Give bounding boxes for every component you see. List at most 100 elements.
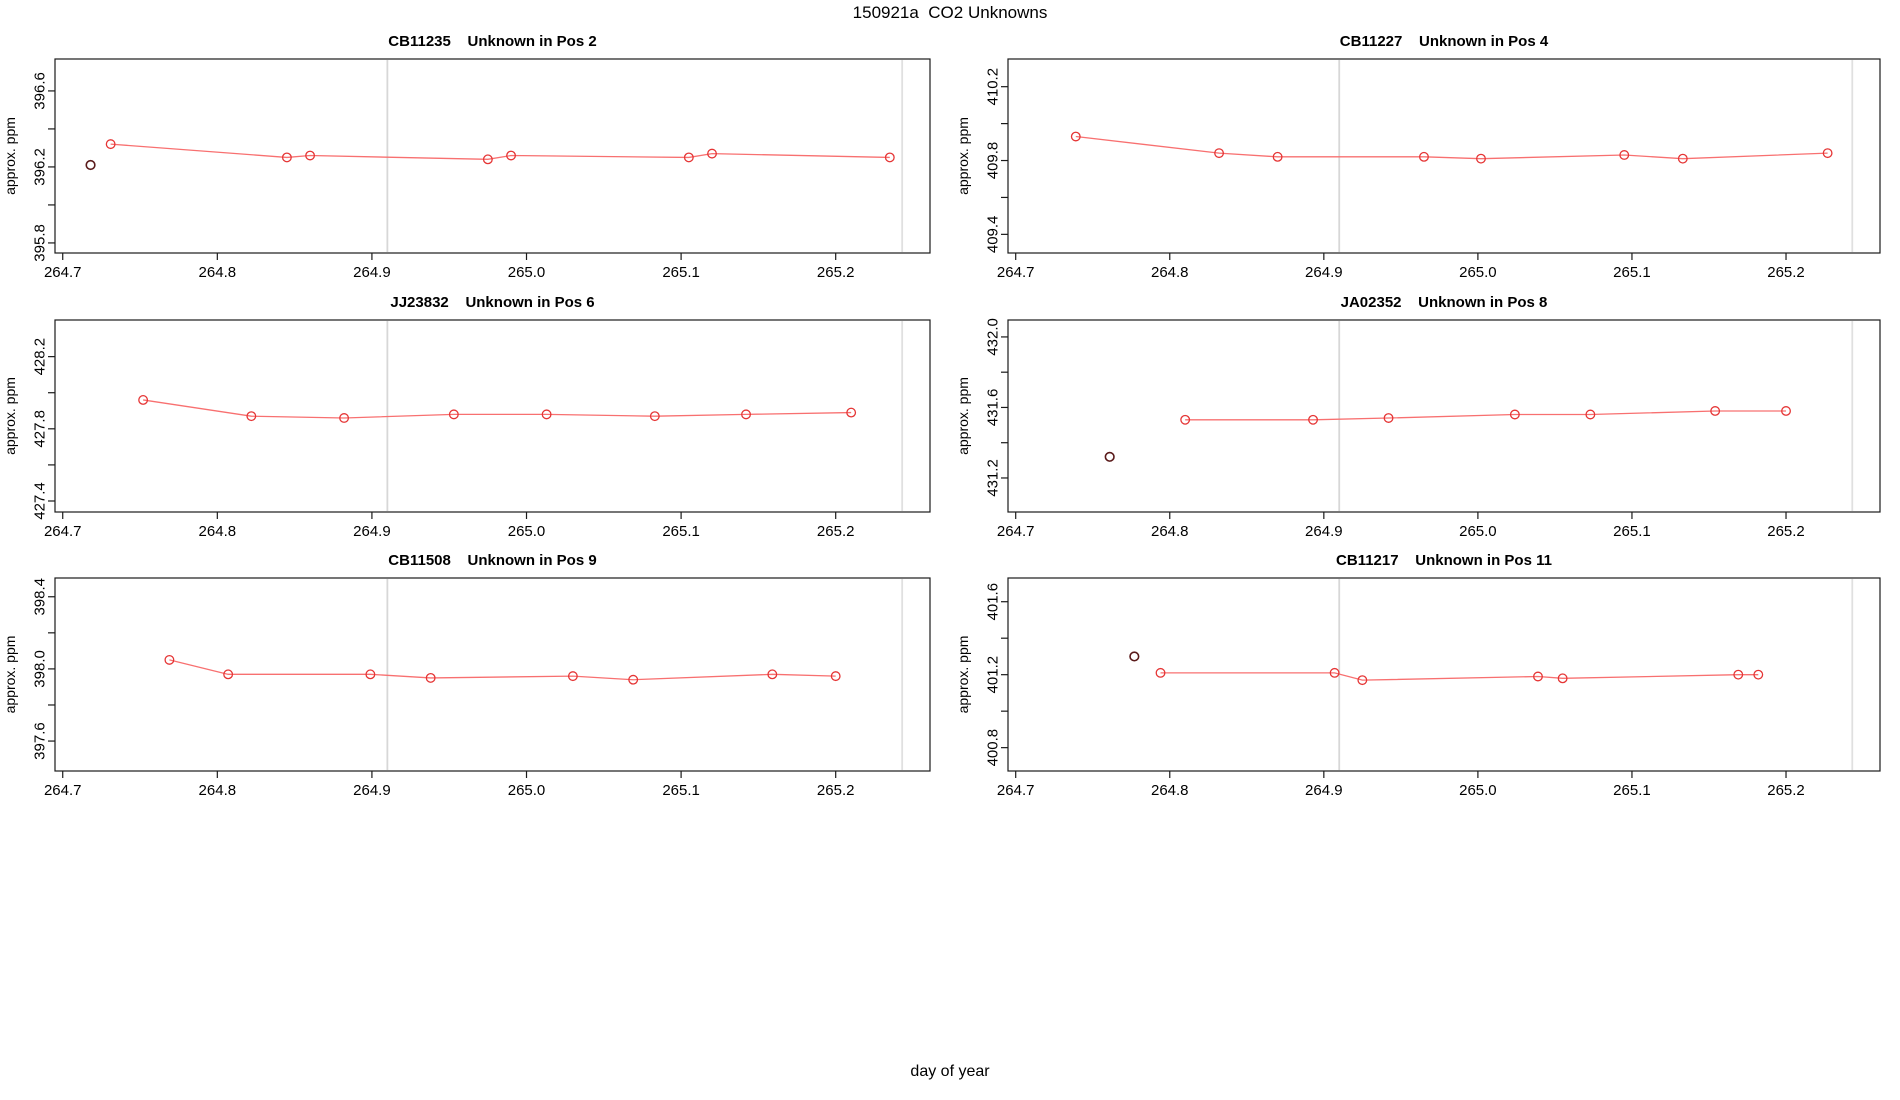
y-tick-label: 401.2 <box>985 656 1002 694</box>
data-point <box>541 409 552 420</box>
data-point <box>683 152 694 163</box>
x-tick-label: 265.1 <box>1613 523 1651 540</box>
data-point <box>649 411 660 422</box>
main-title: 150921a CO2 Unknowns <box>852 3 1048 22</box>
data-point <box>1781 406 1791 416</box>
data-point <box>105 139 116 150</box>
x-tick-label: 264.8 <box>1151 264 1189 281</box>
y-axis-label: approx. ppm <box>2 636 18 714</box>
x-tick-label: 265.0 <box>508 782 546 799</box>
data-point <box>1476 153 1486 164</box>
data-point <box>1214 148 1225 159</box>
y-tick-label: 395.8 <box>32 224 49 262</box>
outlier-point <box>1104 451 1115 462</box>
plot-box <box>1007 58 1881 254</box>
data-point <box>741 409 751 420</box>
data-point <box>1533 671 1543 682</box>
plot-CB11227: 264.7 264.8 264.9 265.0 265.1 265.2 409.4 409.8… <box>955 58 1881 281</box>
series-line <box>1160 672 1759 681</box>
panel-CB11508: CB11508 Unknown in Pos 9 264.7 264.8 264.9 2… <box>0 550 946 821</box>
y-tick-label: 432.0 <box>985 318 1002 356</box>
y-tick-label: 427.8 <box>32 410 49 448</box>
outlier-point <box>85 159 96 171</box>
x-tick-label: 264.8 <box>1151 523 1189 540</box>
series-line <box>169 659 836 681</box>
panel-title: CB11508 Unknown in Pos 9 <box>388 552 597 569</box>
plot-JA02352: 264.7 264.8 264.9 265.0 265.1 265.2 431.2 431.6… <box>955 318 1881 540</box>
data-point <box>482 154 493 165</box>
y-tick-label: 400.8 <box>985 729 1002 767</box>
data-point <box>1383 413 1394 423</box>
y-tick-label: 409.4 <box>985 216 1002 254</box>
x-tick-label: 265.2 <box>817 782 855 799</box>
panel-title: CB11217 Unknown in Pos 11 <box>1336 552 1552 569</box>
y-axis-label: approx. ppm <box>2 377 18 455</box>
y-axis-label: approx. ppm <box>2 117 18 195</box>
data-point <box>1180 414 1191 425</box>
y-tick-label: 431.6 <box>985 389 1002 427</box>
panel-title: JJ23832 Unknown in Pos 6 <box>390 294 595 311</box>
data-point <box>1419 151 1429 162</box>
plot-CB11217: 264.7 264.8 264.9 265.0 265.1 265.2 400.8 401.2… <box>955 577 1881 799</box>
data-point <box>1070 131 1081 142</box>
x-tick-label: 264.7 <box>44 264 82 281</box>
y-tick-label: 398.4 <box>32 578 49 616</box>
data-point <box>1753 669 1764 680</box>
data-point <box>1357 675 1368 686</box>
x-tick-label: 265.0 <box>1459 782 1497 799</box>
data-point <box>1585 409 1596 420</box>
x-axis-label: day of year <box>910 1063 990 1080</box>
x-tick-label: 265.2 <box>1767 264 1805 281</box>
data-point <box>448 409 459 420</box>
data-point <box>1155 667 1166 678</box>
y-axis-label: approx. ppm <box>955 377 971 455</box>
x-tick-label: 264.7 <box>997 264 1035 281</box>
x-tick-label: 264.9 <box>353 264 391 281</box>
data-point <box>767 669 778 680</box>
x-tick-label: 264.7 <box>997 523 1035 540</box>
y-tick-label: 397.6 <box>32 722 49 760</box>
data-point <box>1822 148 1833 159</box>
panel-title: CB11235 Unknown in Pos 2 <box>388 33 597 50</box>
panel-title: CB11227 Unknown in Pos 4 <box>1339 33 1549 50</box>
series-line <box>1185 410 1787 421</box>
x-tick-label: 265.2 <box>817 523 855 540</box>
data-point <box>884 152 895 163</box>
data-point <box>1272 151 1283 162</box>
plot-box <box>54 319 931 513</box>
x-tick-label: 264.9 <box>1305 523 1343 540</box>
plot-box <box>54 58 931 254</box>
data-point <box>1733 669 1744 680</box>
plot-JJ23832: 264.7 264.8 264.9 265.0 265.1 265.2 427.4 427.8… <box>2 319 931 540</box>
data-point <box>707 148 717 159</box>
plot-box <box>54 577 931 772</box>
x-tick-label: 265.1 <box>662 782 700 799</box>
data-point <box>1557 673 1568 684</box>
y-tick-label: 401.6 <box>985 583 1002 621</box>
y-tick-label: 409.8 <box>985 142 1002 180</box>
panel-CB11217: CB11217 Unknown in Pos 11 264.7 264.8 264.9… <box>950 550 1896 821</box>
data-point <box>830 671 841 682</box>
data-point <box>628 674 639 685</box>
x-tick-label: 264.7 <box>44 523 82 540</box>
outlier-point <box>1129 651 1140 662</box>
series-line <box>110 143 890 160</box>
plot-box <box>1007 319 1881 513</box>
data-point <box>1509 409 1520 420</box>
series-line <box>143 399 852 419</box>
x-tick-label: 264.9 <box>353 782 391 799</box>
y-axis-label: approx. ppm <box>955 636 971 714</box>
data-point <box>1619 150 1630 160</box>
x-tick-label: 265.1 <box>1613 264 1651 281</box>
data-point <box>846 407 857 418</box>
data-point <box>246 411 257 422</box>
x-tick-label: 264.7 <box>997 782 1035 799</box>
data-point <box>164 654 175 665</box>
data-point <box>1308 414 1318 425</box>
x-tick-label: 265.0 <box>508 523 546 540</box>
x-tick-label: 265.1 <box>1613 782 1651 799</box>
y-tick-label: 427.4 <box>32 482 49 520</box>
data-point <box>365 669 376 680</box>
data-point <box>1329 667 1340 678</box>
